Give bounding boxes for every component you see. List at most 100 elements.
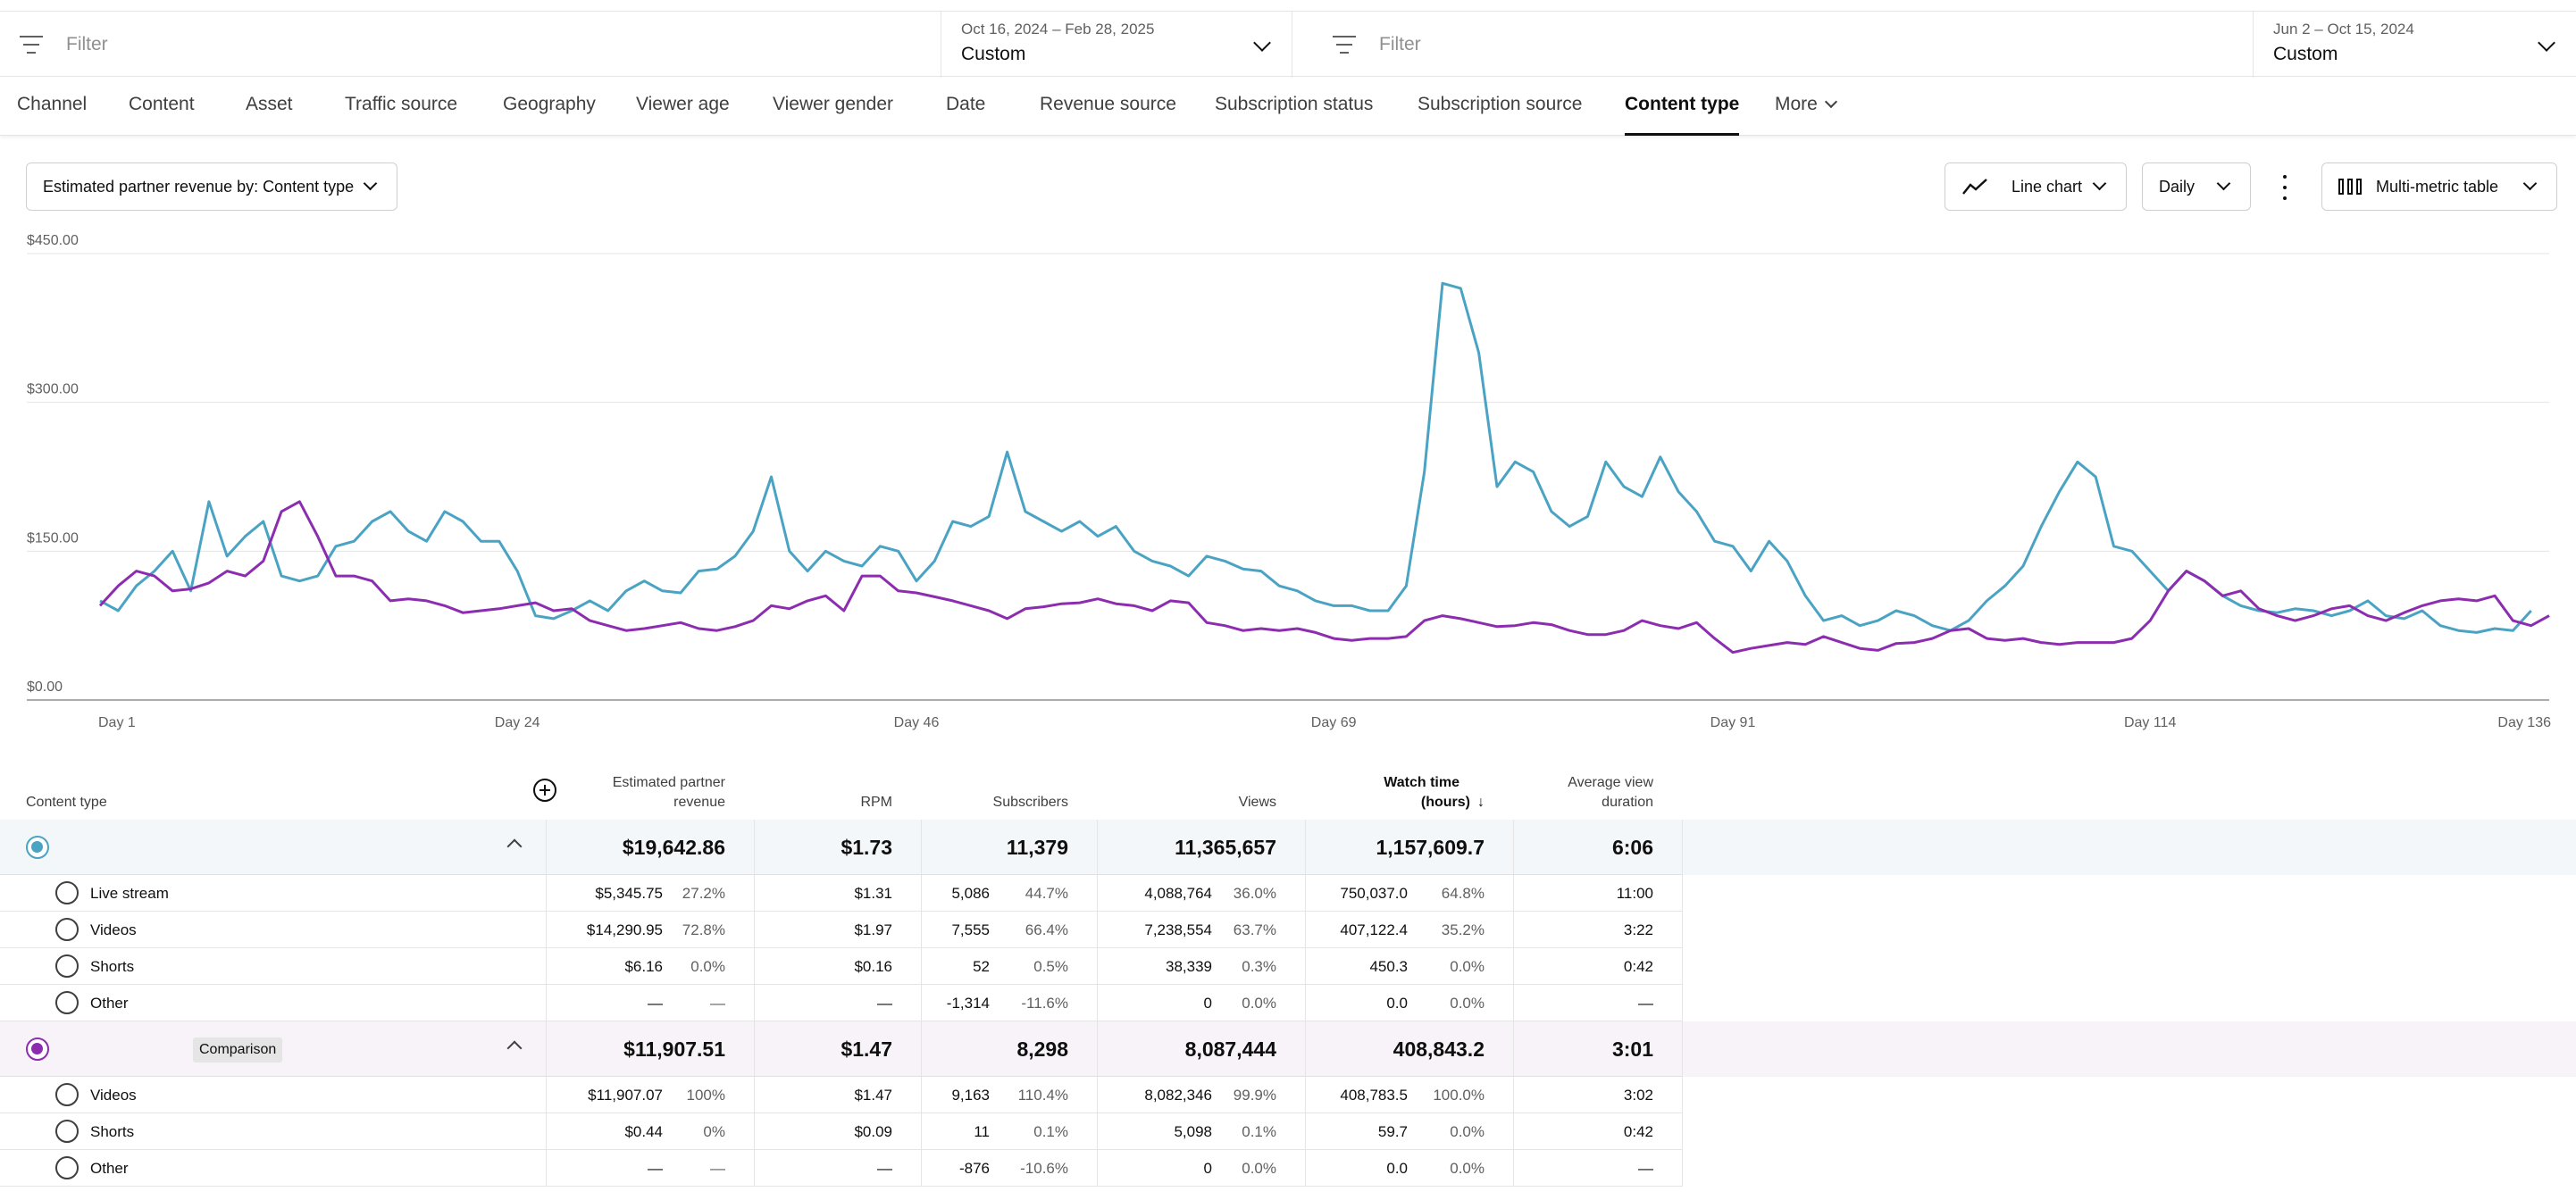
comparison-total-row[interactable]: Comparison $11,907.51 $1.47 8,298 8,087,444 4…	[0, 1021, 2576, 1077]
table-row[interactable]: Shorts $0.44 0% $0.09 11 0.1% 5,098 0.1% 59.7 0.0…	[0, 1113, 2576, 1150]
collapse-icon[interactable]	[506, 838, 523, 854]
tab-revenue-source[interactable]: Revenue source	[1040, 94, 1176, 114]
tab-viewer-gender[interactable]: Viewer gender	[773, 94, 894, 114]
table-row[interactable]: Videos $11,907.07 100% $1.47 9,163 110.4% 8,08…	[0, 1077, 2576, 1113]
row-watch-value: 408,783.5	[1340, 1086, 1408, 1104]
primary-series-radio[interactable]	[26, 836, 49, 859]
row-radio[interactable]	[55, 1083, 79, 1106]
table-row[interactable]: Other — — — -876 -10.6% 0 0.0% 0.0 0.0% —	[0, 1150, 2576, 1187]
row-views-percent: 99.9%	[1233, 1086, 1276, 1104]
table-row[interactable]: Shorts $6.16 0.0% $0.16 52 0.5% 38,339 0.3% 450.…	[0, 948, 2576, 985]
tab-subscription-source[interactable]: Subscription source	[1418, 94, 1583, 114]
row-views: 5,098 0.1%	[1174, 1113, 1276, 1150]
row-radio[interactable]	[55, 1156, 79, 1179]
total-rpm: $1.73	[841, 835, 892, 859]
table-row[interactable]: Other — — — -1,314 -11.6% 0 0.0% 0.0 0.0% —	[0, 985, 2576, 1021]
header-rpm[interactable]: RPM	[860, 795, 892, 810]
column-divider	[1682, 1021, 1683, 1077]
tab-more[interactable]: More	[1775, 77, 1837, 136]
column-divider	[546, 1021, 547, 1077]
row-divider	[0, 874, 1682, 875]
date-range-text: Oct 16, 2024 – Feb 28, 2025	[961, 21, 1155, 38]
tab-geography[interactable]: Geography	[503, 94, 596, 114]
row-watch-percent: 0.0%	[1450, 1122, 1485, 1140]
tab-asset[interactable]: Asset	[246, 94, 293, 114]
row-subscribers-value: -876	[958, 1159, 990, 1177]
row-revenue-percent: 0.0%	[690, 957, 725, 975]
x-tick-label: Day 114	[2124, 715, 2177, 730]
header-views[interactable]: Views	[1238, 795, 1276, 810]
row-subscribers-percent: 44.7%	[1025, 884, 1068, 902]
date-range-picker-comparison[interactable]: Jun 2 – Oct 15, 2024 Custom	[2253, 12, 2576, 78]
chevron-down-icon	[1253, 34, 1271, 52]
row-revenue: $6.16 0.0%	[624, 948, 725, 985]
tab-content[interactable]: Content	[129, 94, 195, 114]
row-radio[interactable]	[55, 954, 79, 978]
total-subscribers: 11,379	[1006, 835, 1068, 859]
column-divider	[546, 985, 547, 1021]
header-revenue[interactable]: Estimated partner revenue	[613, 773, 725, 812]
row-radio[interactable]	[55, 918, 79, 941]
tab-subscription-status[interactable]: Subscription status	[1215, 94, 1374, 114]
total-revenue: $19,642.86	[622, 835, 725, 859]
x-tick-label: Day 1	[98, 715, 136, 730]
row-revenue-value: $5,345.75	[595, 884, 663, 902]
interval-select[interactable]: Daily	[2142, 162, 2251, 211]
more-options-icon[interactable]	[2279, 175, 2290, 200]
row-watch: 408,783.5 100.0%	[1340, 1077, 1485, 1113]
table-row[interactable]: Videos $14,290.95 72.8% $1.97 7,555 66.4% 7,23…	[0, 912, 2576, 948]
header-subscribers[interactable]: Subscribers	[992, 795, 1068, 810]
row-subscribers: 9,163 110.4%	[951, 1077, 1068, 1113]
row-subscribers: 52 0.5%	[973, 948, 1068, 985]
y-tick-label: $150.00	[27, 530, 79, 546]
comparison-series-radio[interactable]	[26, 1038, 49, 1061]
chart-type-select[interactable]: Line chart	[1945, 162, 2127, 211]
row-rpm: $0.09	[854, 1122, 892, 1140]
row-subscribers: -876 -10.6%	[959, 1150, 1068, 1187]
table-header: Content type Estimated partner revenue R…	[0, 761, 2576, 820]
filter-input-comparison[interactable]: Filter	[1333, 12, 2253, 78]
header-average-view-duration[interactable]: Average view duration	[1568, 773, 1653, 812]
tab-channel[interactable]: Channel	[17, 94, 88, 114]
row-revenue-percent: 0%	[703, 1122, 725, 1140]
header-watch-time[interactable]: Watch time (hours) ↓	[1384, 773, 1485, 812]
header-watch-line2: (hours)	[1420, 795, 1470, 810]
column-divider	[921, 1113, 922, 1150]
tab-viewer-age[interactable]: Viewer age	[636, 94, 730, 114]
row-radio[interactable]	[55, 881, 79, 904]
date-range-picker-primary[interactable]: Oct 16, 2024 – Feb 28, 2025 Custom	[941, 12, 1292, 78]
tab-date[interactable]: Date	[946, 94, 986, 114]
column-divider	[1097, 948, 1098, 985]
collapse-icon[interactable]	[506, 1040, 523, 1056]
column-divider	[546, 912, 547, 948]
chart-type-label: Line chart	[2011, 177, 2083, 196]
row-avd: —	[1638, 1159, 1653, 1177]
column-divider	[546, 1113, 547, 1150]
row-views-value: 5,098	[1174, 1122, 1212, 1140]
column-divider	[1513, 948, 1514, 985]
row-subscribers: 7,555 66.4%	[951, 912, 1068, 948]
add-column-icon[interactable]	[533, 779, 556, 802]
row-watch: 450.3 0.0%	[1369, 948, 1485, 985]
tab-content-type[interactable]: Content type	[1625, 77, 1740, 136]
table-type-select[interactable]: Multi-metric table	[2321, 162, 2557, 211]
column-divider	[1097, 985, 1098, 1021]
total-views: 11,365,657	[1175, 835, 1276, 859]
column-divider	[1513, 875, 1514, 912]
row-content-type: Shorts	[90, 1122, 135, 1140]
primary-total-row[interactable]: $19,642.86 $1.73 11,379 11,365,657 1,157,609…	[0, 820, 2576, 875]
row-content-type: Other	[90, 994, 129, 1012]
tab-traffic-source[interactable]: Traffic source	[345, 94, 458, 114]
row-radio[interactable]	[55, 1120, 79, 1143]
table-row[interactable]: Live stream $5,345.75 27.2% $1.31 5,086 44.7%…	[0, 875, 2576, 912]
row-radio[interactable]	[55, 991, 79, 1014]
y-tick-label: $300.00	[27, 382, 79, 397]
header-content-type[interactable]: Content type	[26, 795, 107, 810]
row-views: 4,088,764 36.0%	[1144, 875, 1276, 912]
row-watch-percent: 0.0%	[1450, 994, 1485, 1012]
row-subscribers: 11 0.1%	[974, 1113, 1068, 1150]
total-watch: 408,843.2	[1393, 1037, 1485, 1061]
filter-input-primary[interactable]: Filter	[20, 12, 940, 78]
comparison-badge: Comparison	[193, 1038, 283, 1062]
metric-select[interactable]: Estimated partner revenue by: Content ty…	[26, 162, 397, 211]
